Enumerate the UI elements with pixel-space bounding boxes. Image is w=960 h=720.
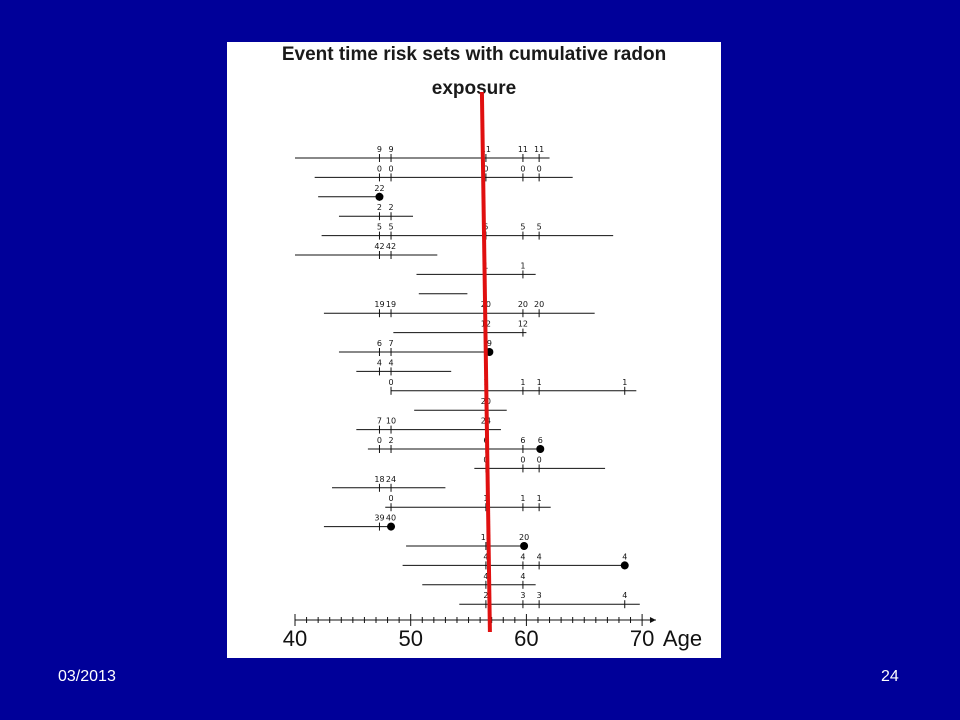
- exposure-value-label: 1: [537, 378, 542, 387]
- exposure-value-label: 5: [520, 223, 525, 232]
- exposure-value-label: 1: [622, 378, 627, 387]
- figure-panel: Event time risk sets with cumulative rad…: [227, 42, 721, 658]
- exposure-value-label: 20: [534, 300, 544, 309]
- event-dot: [387, 522, 396, 531]
- exposure-value-label: 5: [388, 223, 393, 232]
- event-dot: [620, 561, 629, 570]
- exposure-value-label: 1: [537, 494, 542, 503]
- exposure-value-label: 11: [481, 145, 491, 154]
- exposure-value-label: 40: [386, 514, 396, 523]
- exposure-value-label: 0: [388, 494, 393, 503]
- exposure-value-label: 2: [483, 591, 488, 600]
- exposure-value-label: 4: [483, 552, 488, 561]
- axis-tick-label: 40: [283, 626, 307, 651]
- exposure-value-label: 4: [622, 552, 627, 561]
- exposure-value-label: 0: [483, 164, 488, 173]
- exposure-value-label: 20: [519, 533, 529, 542]
- event-time-line: [479, 91, 492, 633]
- exposure-value-label: 11: [534, 145, 544, 154]
- exposure-value-label: 1: [520, 261, 525, 270]
- exposure-value-label: 2: [388, 203, 393, 212]
- exposure-value-label: 4: [520, 572, 525, 581]
- exposure-value-label: 1: [483, 494, 488, 503]
- exposure-value-label: 39: [374, 514, 384, 523]
- exposure-value-label: 4: [388, 358, 393, 367]
- exposure-value-label: 6: [520, 436, 525, 445]
- exposure-value-label: 7: [388, 339, 393, 348]
- exposure-value-label: 42: [374, 242, 384, 251]
- exposure-value-label: 3: [537, 591, 542, 600]
- figure-title-line2: exposure: [431, 78, 517, 99]
- exposure-value-label: 0: [520, 164, 525, 173]
- exposure-value-label: 19: [386, 300, 396, 309]
- exposure-value-label: 9: [388, 145, 393, 154]
- exposure-value-label: 6: [538, 436, 543, 445]
- event-dot: [520, 542, 529, 550]
- exposure-value-label: 5: [377, 223, 382, 232]
- axis-tick-label: 60: [514, 626, 538, 651]
- exposure-value-label: 4: [520, 552, 525, 561]
- exposure-value-label: 1: [520, 494, 525, 503]
- exposure-value-label: 4: [483, 572, 488, 581]
- exposure-value-label: 0: [520, 455, 525, 464]
- exposure-value-label: 9: [487, 339, 492, 348]
- exposure-value-label: 18: [374, 475, 384, 484]
- exposure-value-label: 10: [386, 417, 396, 426]
- axis-tick-label: 70: [630, 626, 654, 651]
- exposure-value-label: 18: [481, 533, 491, 542]
- axis-arrow-icon: [649, 617, 656, 623]
- exposure-value-label: 7: [377, 417, 382, 426]
- exposure-value-label: 4: [537, 552, 542, 561]
- footer-date: 03/2013: [58, 668, 116, 685]
- exposure-value-label: 6: [377, 339, 382, 348]
- axis-tick-label: 50: [398, 626, 422, 651]
- exposure-value-label: 0: [537, 455, 542, 464]
- exposure-value-label: 5: [537, 223, 542, 232]
- exposure-value-label: 4: [622, 591, 627, 600]
- axis-title: Age: [663, 626, 702, 651]
- exposure-value-label: 9: [377, 145, 382, 154]
- risk-set-plot: 9911111100000222255555424211191920202012…: [283, 91, 702, 651]
- exposure-value-label: 0: [537, 164, 542, 173]
- exposure-value-label: 4: [377, 358, 382, 367]
- exposure-value-label: 19: [374, 300, 384, 309]
- exposure-value-label: 20: [518, 300, 528, 309]
- exposure-value-label: 3: [520, 591, 525, 600]
- exposure-value-label: 2: [377, 203, 382, 212]
- exposure-value-label: 11: [518, 145, 528, 154]
- exposure-value-label: 2: [388, 436, 393, 445]
- page-number: 24: [881, 668, 899, 685]
- exposure-value-label: 0: [388, 164, 393, 173]
- exposure-value-label: 12: [518, 320, 528, 329]
- exposure-value-label: 0: [377, 164, 382, 173]
- exposure-value-label: 22: [374, 184, 384, 193]
- exposure-value-label: 24: [386, 475, 396, 484]
- event-dot: [375, 192, 384, 201]
- exposure-value-label: 1: [520, 378, 525, 387]
- event-dot: [536, 445, 545, 453]
- exposure-value-label: 0: [377, 436, 382, 445]
- figure-title: Event time risk sets with cumulative rad…: [281, 44, 667, 65]
- exposure-value-label: 0: [388, 378, 393, 387]
- exposure-value-label: 42: [386, 242, 396, 251]
